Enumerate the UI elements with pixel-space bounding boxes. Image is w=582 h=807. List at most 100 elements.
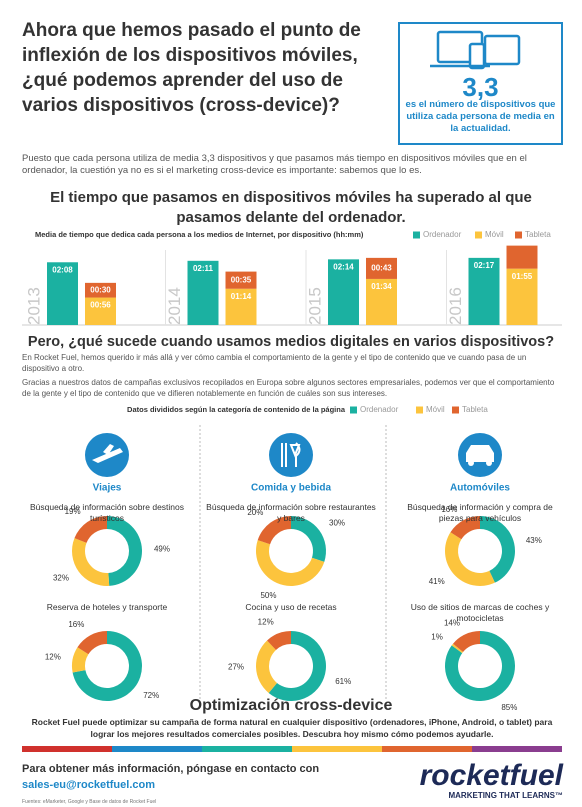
value-label: 00:30: [90, 285, 111, 294]
value-label: 27%: [228, 663, 244, 672]
legend-label: Móvil: [426, 405, 445, 414]
paragraph: Rocket Fuel puede optimizar su campaña d…: [31, 717, 553, 739]
value-label: 02:17: [474, 261, 495, 270]
value-label: 30%: [329, 518, 345, 527]
donut-slice: [72, 647, 89, 673]
value-label: 49%: [154, 545, 170, 554]
legend-swatch: [413, 231, 420, 239]
legend-label: Ordenador: [423, 230, 462, 239]
pie-title: Uso de sitios de marcas de coches y moto…: [410, 602, 550, 623]
value-label: 00:56: [90, 301, 111, 310]
donut-slice: [453, 631, 480, 652]
legend-swatch: [452, 406, 459, 414]
devices-icon: [430, 30, 521, 70]
value-label: 14%: [444, 619, 460, 628]
donut-slice: [291, 516, 327, 562]
donut-slice: [444, 532, 495, 586]
bar: [328, 259, 359, 325]
donut-slice: [257, 516, 291, 545]
bar: [366, 257, 397, 279]
tagline: MARKETING THAT LEARNS™: [448, 791, 563, 800]
legend-label: Tableta: [525, 230, 551, 239]
topic-name: Viajes: [93, 483, 122, 494]
sources: Fuentes: eMarketer, Google y Base de dat…: [22, 799, 157, 805]
donut-slice: [107, 516, 142, 586]
stat-text: es el número de dispositivos que utiliza…: [405, 99, 556, 134]
topic-name: Automóviles: [450, 483, 510, 494]
legend-swatch: [475, 231, 482, 239]
donut-slice: [267, 631, 291, 650]
donut-slice: [451, 643, 464, 654]
pie-title: Búsqueda de información sobre restaurant…: [206, 502, 376, 523]
donut-slice: [268, 631, 327, 701]
email[interactable]: sales-eu@rocketfuel.com: [22, 779, 155, 791]
color-bar: [22, 746, 562, 752]
bar: [225, 271, 257, 289]
value-label: 02:14: [333, 262, 354, 271]
value-label: 01:55: [512, 272, 533, 281]
value-label: 01:34: [371, 282, 392, 291]
value-label: 00:43: [371, 264, 392, 273]
x-tick-label: 2016: [446, 287, 465, 325]
value-label: 02:11: [193, 264, 214, 273]
chart-title: Media de tiempo que dedica cada persona …: [35, 230, 364, 239]
bar: [366, 278, 397, 325]
value-label: 12%: [258, 617, 274, 626]
donut-slice: [450, 516, 480, 540]
value-label: 43%: [526, 536, 542, 545]
paragraph: Gracias a nuestros datos de campañas exc…: [22, 378, 555, 398]
value-label: 00:35: [231, 275, 252, 284]
value-label: 20%: [247, 508, 263, 517]
value-label: 32%: [53, 574, 69, 583]
pie-title: Cocina y uso de recetas: [245, 602, 337, 612]
value-label: 12%: [45, 652, 61, 661]
bar: [225, 288, 257, 325]
donut-slice: [445, 631, 516, 701]
section-heading: Optimización cross-device: [189, 697, 393, 714]
value-label: 41%: [429, 577, 445, 586]
section-heading: Pero, ¿qué sucede cuando usamos medios d…: [27, 334, 555, 350]
donut-slice: [480, 516, 515, 583]
pie-title: Reserva de hoteles y transporte: [46, 602, 168, 612]
legend-swatch: [515, 231, 522, 239]
pie-title: Búsqueda de información sobre destinos t…: [29, 502, 185, 523]
value-label: 19%: [65, 507, 81, 516]
bar: [468, 257, 500, 325]
x-tick-label: 2015: [305, 287, 324, 325]
legend-label: Móvil: [485, 230, 504, 239]
value-label: 1%: [431, 632, 443, 641]
donut-slice: [74, 516, 107, 543]
value-label: 72%: [143, 691, 159, 700]
x-tick-label: 2013: [24, 287, 43, 325]
value-label: 16%: [441, 505, 457, 514]
section-heading: El tiempo que pasamos en dispositivos mó…: [50, 189, 532, 226]
value-label: 02:08: [52, 265, 73, 274]
legend-swatch: [350, 406, 357, 414]
topic-icons: [85, 433, 502, 477]
bar: [85, 297, 116, 325]
intro: Puesto que cada persona utiliza de media…: [22, 153, 527, 176]
value-label: 01:14: [231, 292, 252, 301]
bar: [85, 282, 116, 298]
bar: [506, 268, 538, 325]
contact: Para obtener más información, póngase en…: [22, 763, 320, 775]
stat-box: [398, 22, 563, 145]
title: Ahora que hemos pasado el punto de infle…: [22, 20, 361, 116]
x-tick-label: 2014: [165, 287, 184, 325]
value-label: 61%: [335, 677, 351, 686]
stat-value: 3,3: [462, 72, 499, 102]
bar: [187, 260, 219, 325]
paragraph: En Rocket Fuel, hemos querido ir más all…: [22, 353, 527, 373]
donut-slice: [77, 631, 107, 655]
donut-slice: [72, 631, 143, 702]
pie-title: Búsqueda de información y compra de piez…: [407, 502, 553, 523]
donut-slice: [256, 640, 277, 693]
donut-slice: [255, 540, 325, 586]
value-label: 50%: [260, 591, 276, 600]
legend-title: Datos divididos según la categoría de co…: [127, 405, 346, 414]
value-label: 85%: [501, 703, 517, 712]
legend-label: Tableta: [462, 405, 488, 414]
legend-swatch: [416, 406, 423, 414]
